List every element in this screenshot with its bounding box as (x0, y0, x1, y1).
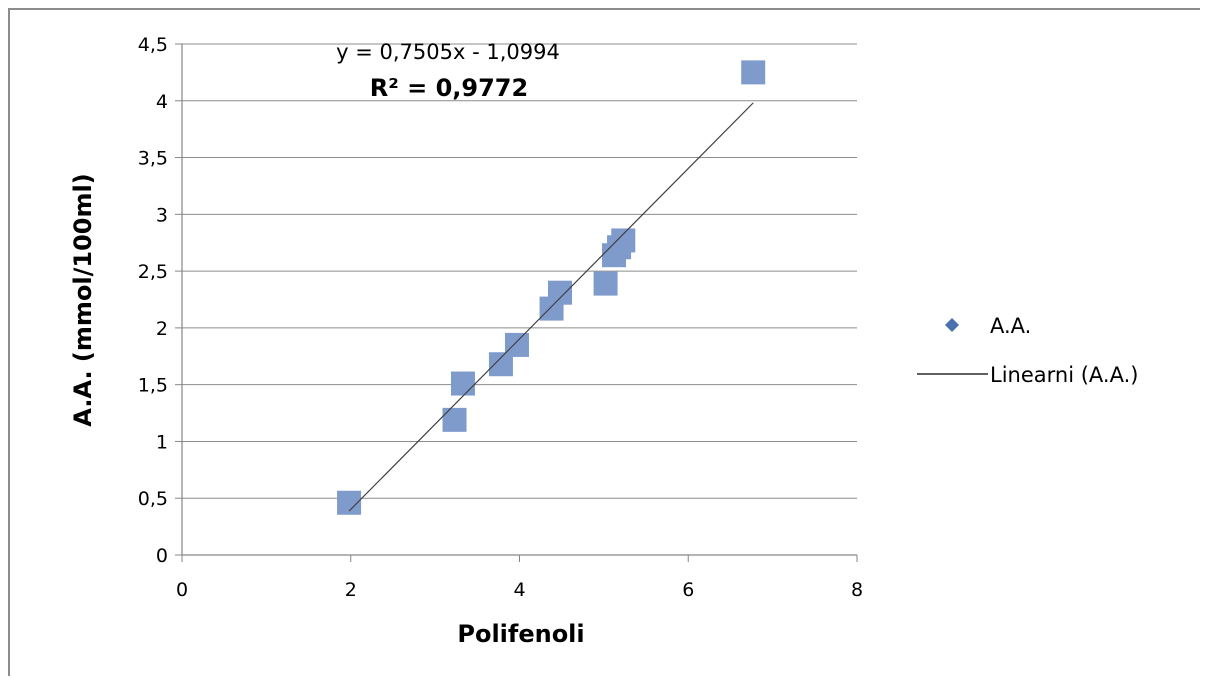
data-point (548, 280, 572, 305)
data-points (337, 60, 766, 515)
gridlines (182, 43, 857, 499)
data-point (450, 371, 475, 396)
data-point (741, 60, 766, 85)
trendline-group (348, 102, 754, 512)
trendline-equation: y = 0,7505x - 1,0994 (336, 40, 560, 64)
y-tick-label: 2 (156, 318, 168, 340)
y-tick-label: 1 (156, 431, 168, 453)
x-tick-label: 2 (345, 579, 357, 601)
y-axis-title: A.A. (mmol/100ml) (69, 173, 97, 426)
data-point (611, 228, 636, 253)
x-tick-label: 6 (682, 579, 694, 601)
data-point (337, 490, 362, 515)
y-tick-labels: 0 0,5 1 1,5 2 2,5 3 3,5 4 4,5 (138, 34, 182, 567)
y-tick-label: 4,5 (138, 34, 168, 56)
chart-frame (8, 8, 1200, 676)
trendline (348, 102, 754, 512)
x-tick-labels: 0 2 4 6 8 (176, 555, 863, 601)
legend-label-trendline: Linearni (A.A.) (990, 363, 1138, 387)
legend-label-series: A.A. (990, 314, 1031, 338)
data-point (593, 271, 618, 296)
y-tick-label: 3,5 (138, 148, 168, 170)
y-tick-label: 1,5 (138, 375, 168, 397)
x-tick-label: 4 (513, 579, 525, 601)
y-tick-label: 0,5 (138, 488, 168, 510)
y-tick-label: 3 (156, 204, 168, 226)
x-tick-label: 8 (851, 579, 863, 601)
y-tick-label: 0 (156, 545, 168, 567)
legend: A.A. Linearni (A.A.) (917, 314, 1138, 387)
y-tick-label: 2,5 (138, 261, 168, 283)
diamond-icon (945, 318, 959, 332)
y-tick-label: 4 (156, 91, 168, 113)
r-squared-label: R² = 0,9772 (370, 74, 528, 102)
axes (181, 44, 857, 556)
data-point (442, 407, 467, 432)
x-axis-title: Polifenoli (457, 620, 584, 648)
data-point (504, 332, 529, 357)
x-tick-label: 0 (176, 579, 188, 601)
